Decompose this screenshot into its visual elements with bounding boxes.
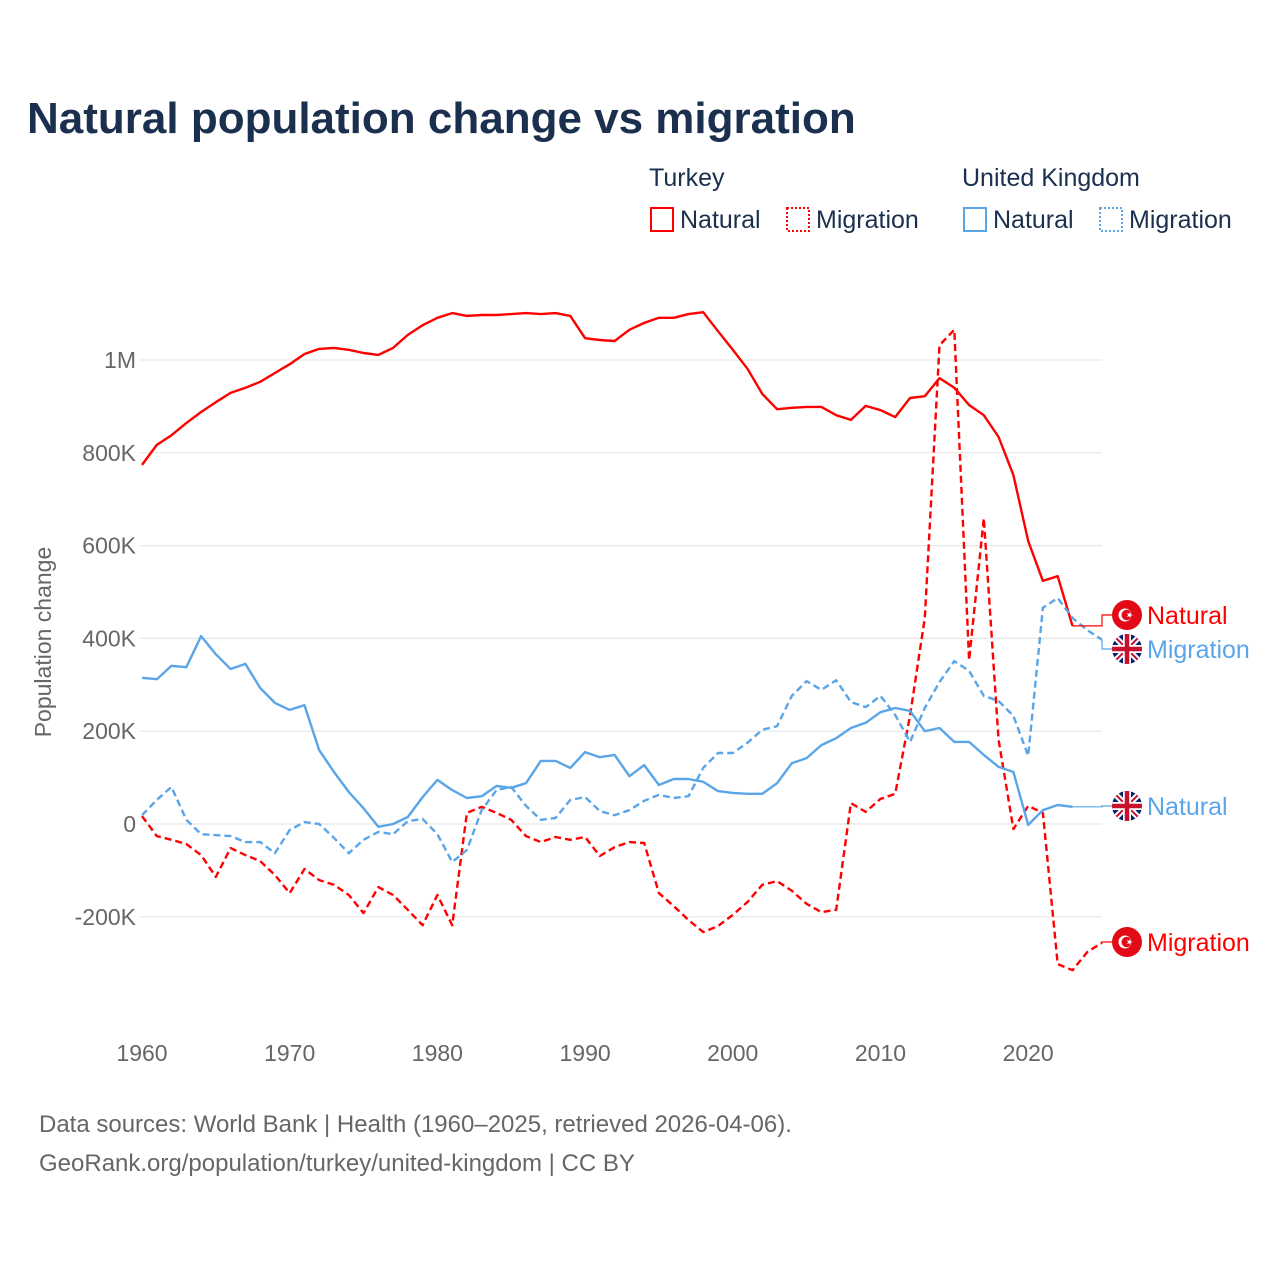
- chart-title: Natural population change vs migration: [27, 94, 856, 143]
- legend-item-turkey-natural[interactable]: Natural: [680, 206, 761, 234]
- label-connector: [1072, 805, 1112, 808]
- y-axis: -200K 0 200K 400K 600K 800K 1M: [75, 347, 137, 930]
- legend-item-turkey-migration[interactable]: Migration: [816, 206, 919, 234]
- series-line-united-kingdom-natural: [141, 634, 1073, 828]
- y-tick-label: 400K: [82, 625, 136, 651]
- label-connector: [1101, 639, 1112, 650]
- legend-item-uk-migration[interactable]: Migration: [1129, 206, 1232, 234]
- turkey-flag-icon: [1112, 600, 1142, 630]
- footer-sources: Data sources: World Bank | Health (1960–…: [39, 1111, 792, 1138]
- y-tick-label: 800K: [82, 440, 136, 466]
- end-label: Migration: [1147, 636, 1250, 664]
- series-line-turkey-migration: [141, 328, 1103, 972]
- legend-swatch-uk-natural: [963, 207, 987, 232]
- series-lines: [141, 311, 1103, 972]
- series-line-turkey-natural: [141, 311, 1074, 627]
- x-tick-label: 2000: [707, 1040, 758, 1066]
- x-tick-label: 1970: [264, 1040, 315, 1066]
- label-connector: [1072, 614, 1112, 627]
- uk-flag-icon: [1111, 790, 1143, 822]
- y-tick-label: 600K: [82, 533, 136, 559]
- x-tick-label: 2010: [855, 1040, 906, 1066]
- turkey-flag-icon: [1112, 927, 1142, 957]
- uk-flag-icon: [1111, 633, 1143, 665]
- series-line-united-kingdom-migration: [141, 596, 1103, 864]
- legend: Turkey Natural Migration United Kingdom …: [649, 164, 1232, 234]
- y-axis-label: Population change: [30, 547, 56, 738]
- y-tick-label: 0: [123, 811, 136, 837]
- legend-item-uk-natural[interactable]: Natural: [993, 206, 1074, 234]
- x-tick-label: 2020: [1003, 1040, 1054, 1066]
- x-tick-label: 1980: [412, 1040, 463, 1066]
- y-tick-label: 200K: [82, 718, 136, 744]
- y-tick-label: -200K: [75, 904, 137, 930]
- gridlines: [140, 359, 1102, 918]
- footer-link[interactable]: GeoRank.org/population/turkey/united-kin…: [39, 1150, 635, 1177]
- x-tick-label: 1990: [559, 1040, 610, 1066]
- y-tick-label: 1M: [104, 347, 136, 373]
- x-axis: 1960 1970 1980 1990 2000 2010 2020: [116, 1040, 1053, 1066]
- end-labels: Natural Migration Natural Migration: [1072, 600, 1250, 957]
- legend-swatch-uk-migration: [1099, 207, 1123, 232]
- label-connector: [1101, 941, 1112, 943]
- legend-swatch-turkey-natural: [650, 207, 674, 232]
- end-label: Natural: [1147, 793, 1228, 821]
- legend-group-turkey: Turkey: [649, 164, 725, 192]
- legend-swatch-turkey-migration: [786, 207, 810, 232]
- x-tick-label: 1960: [116, 1040, 167, 1066]
- end-label: Migration: [1147, 929, 1250, 957]
- end-label: Natural: [1147, 602, 1228, 630]
- legend-group-uk: United Kingdom: [962, 164, 1140, 192]
